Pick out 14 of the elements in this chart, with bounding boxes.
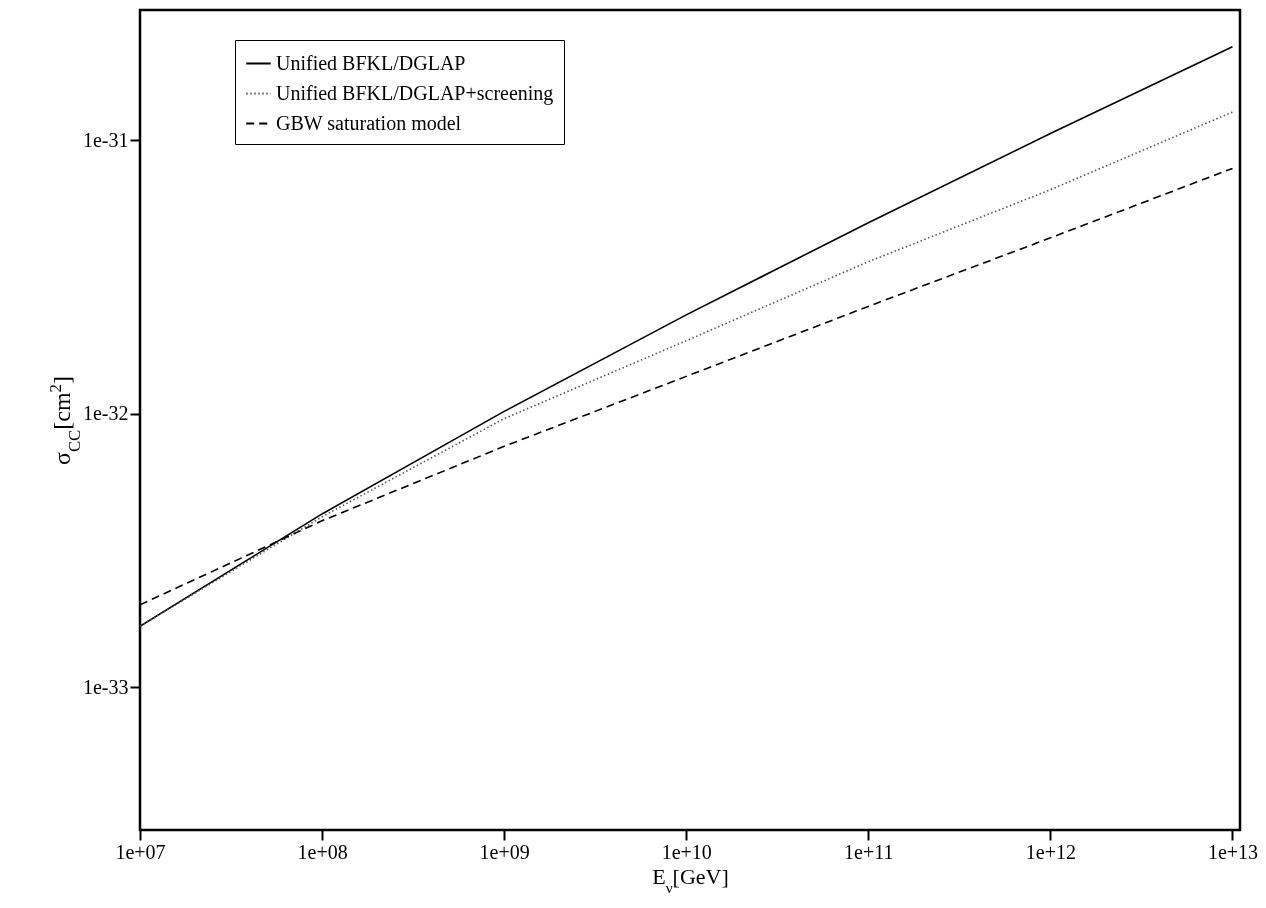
x-tick-label: 1e+07 xyxy=(115,840,166,863)
x-tick-label: 1e+10 xyxy=(661,840,712,863)
x-tick-label: 1e+12 xyxy=(1025,840,1076,863)
x-tick-label: 1e+13 xyxy=(1207,840,1259,863)
x-axis-title: E$_{ν}$[GeV] xyxy=(652,863,729,895)
y-tick-label: 1e-33 xyxy=(82,675,129,698)
x-tick-label: 1e+08 xyxy=(297,840,348,863)
legend-label: GBW saturation model xyxy=(276,111,462,134)
x-tick-label: 1e+11 xyxy=(844,840,894,863)
legend-label: Unified BFKL/DGLAP xyxy=(276,51,466,74)
legend-label: Unified BFKL/DGLAP+screening xyxy=(276,81,554,105)
y-tick-label: 1e-31 xyxy=(82,128,129,151)
y-tick-label: 1e-32 xyxy=(82,402,129,425)
x-tick-label: 1e+09 xyxy=(479,840,530,863)
